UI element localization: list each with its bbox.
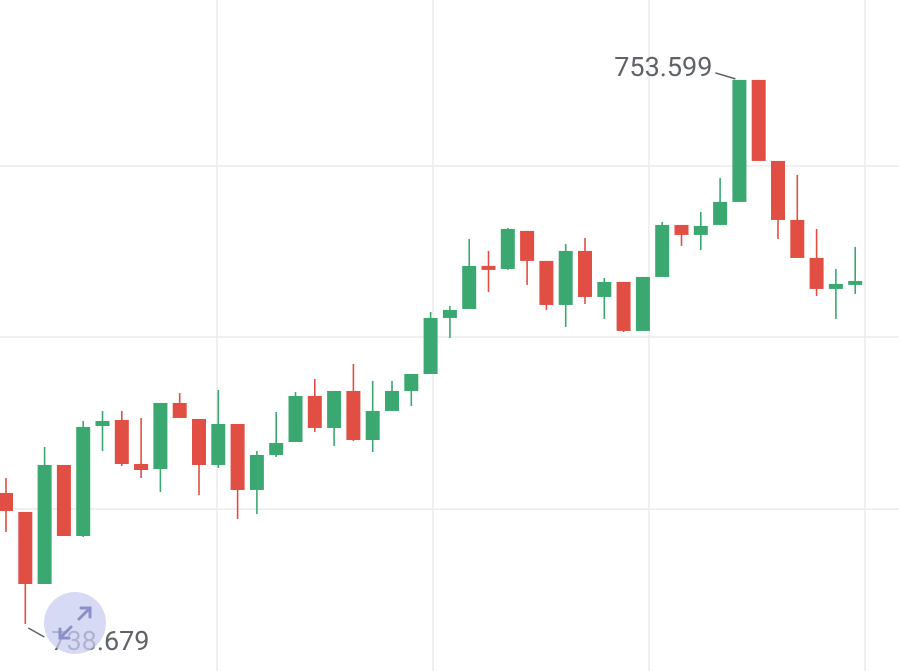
candle-body <box>616 281 631 331</box>
candle-body <box>0 492 13 511</box>
candle-body <box>848 280 863 285</box>
candles <box>0 79 863 624</box>
candle-body <box>249 454 264 490</box>
candle-body <box>693 225 708 235</box>
candle-body <box>655 224 670 277</box>
candle-body <box>500 228 515 269</box>
candle-body <box>635 276 650 331</box>
candle-body <box>423 317 438 374</box>
candle-body <box>288 395 303 442</box>
candle-body <box>153 402 168 469</box>
candle-body <box>597 281 612 297</box>
candle-body <box>539 260 554 305</box>
candle-body <box>37 464 52 584</box>
candle-body <box>134 463 149 470</box>
candle-body <box>713 201 728 225</box>
candle-body <box>481 265 496 270</box>
candle-body <box>442 309 457 318</box>
candle-body <box>578 250 592 297</box>
candle-body <box>404 373 419 391</box>
candle-body <box>76 426 91 536</box>
candle-body <box>790 219 805 258</box>
candle-body <box>211 423 226 465</box>
candle-body <box>172 402 187 418</box>
candle-body <box>307 395 322 428</box>
min-annotation-leader <box>27 627 45 638</box>
candle-body <box>365 410 380 440</box>
max-annotation: 753.599 <box>614 51 712 83</box>
candle-body <box>809 257 824 289</box>
candle-body <box>18 511 33 584</box>
candle-body <box>230 423 245 490</box>
candle-body <box>751 79 766 161</box>
vertical-grid <box>216 0 866 671</box>
candle-body <box>346 390 361 440</box>
candle-body <box>269 442 284 455</box>
candle-body <box>114 419 129 464</box>
candle-body <box>56 464 71 536</box>
candle-body <box>558 250 573 305</box>
candle-body <box>385 390 399 411</box>
candle-body <box>327 390 342 428</box>
expand-button[interactable] <box>44 592 106 654</box>
expand-button-bg[interactable] <box>44 592 106 654</box>
candle-body <box>192 418 206 465</box>
candle-body <box>828 283 843 289</box>
candle-body <box>674 224 689 235</box>
candle-body <box>732 79 747 202</box>
candle-body <box>462 265 477 309</box>
max-annotation-leader <box>715 72 736 80</box>
candle-body <box>95 420 110 426</box>
expand-icon[interactable] <box>58 606 92 640</box>
candle-body <box>520 230 535 261</box>
candle-body <box>771 160 785 220</box>
